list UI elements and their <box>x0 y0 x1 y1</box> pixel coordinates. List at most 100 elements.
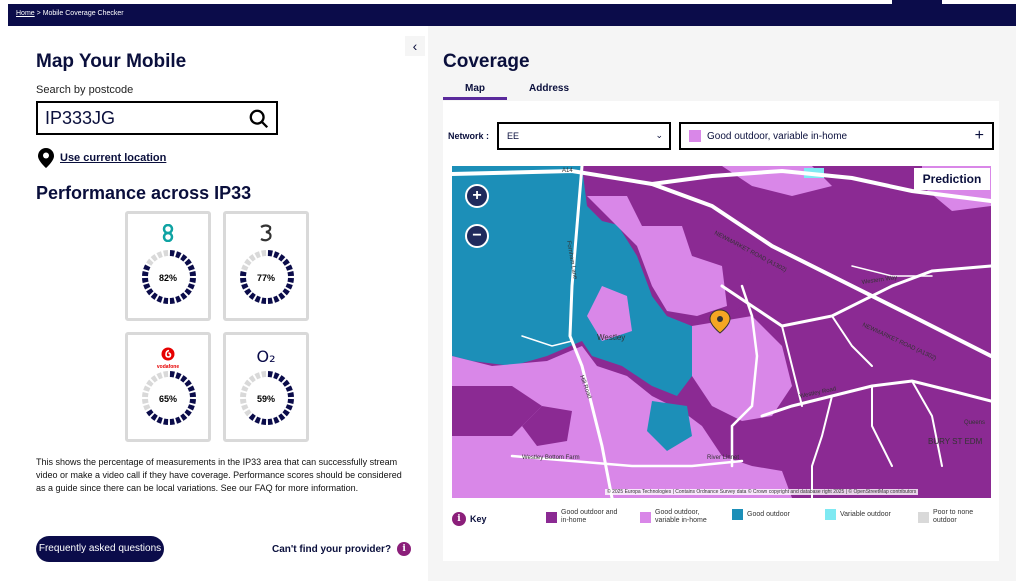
vodafone-ring <box>142 371 196 425</box>
map-attribution: © 2025 Europa Technologies | Contains Or… <box>605 489 919 495</box>
ring-segment <box>248 413 256 421</box>
location-marker-icon <box>709 309 731 334</box>
map-label-western-way: Western Way <box>861 275 897 286</box>
plus-icon[interactable]: + <box>974 127 984 144</box>
ring-segment <box>146 288 154 296</box>
ring-segment <box>241 404 249 411</box>
prediction-label: Prediction <box>914 168 990 190</box>
faq-button[interactable]: Frequently asked questions <box>36 536 164 562</box>
coverage-map[interactable]: Westley NEWMARKET ROAD (A1302) NEWMARKET… <box>452 166 991 498</box>
map-label-bury: BURY ST EDM <box>928 437 983 446</box>
ring-segment <box>184 409 192 417</box>
legend-item-good-in-home: Good outdoor and in-home <box>546 509 621 525</box>
ring-segment <box>267 371 273 378</box>
ring-segment <box>150 413 158 421</box>
page-title: Map Your Mobile <box>36 51 187 72</box>
zoom-out-button[interactable]: − <box>465 224 489 248</box>
ring-segment <box>187 264 195 271</box>
legend-label: Good outdoor, variable in-home <box>655 509 707 524</box>
ring-segment <box>189 392 196 398</box>
ring-segment <box>150 292 158 300</box>
ring-segment <box>184 288 192 296</box>
ring-segment <box>267 297 273 304</box>
ee-percent: 82% <box>158 273 177 283</box>
provider-card-ee: 82% <box>125 211 211 321</box>
ring-segment <box>261 250 267 257</box>
ring-segment <box>248 254 256 262</box>
ring-segment <box>282 258 290 266</box>
ring-segment <box>175 251 182 259</box>
collapse-panel-button[interactable]: ‹ <box>405 36 425 56</box>
info-icon: i <box>397 542 412 556</box>
ring-segment <box>143 404 151 411</box>
ring-segment <box>241 385 249 392</box>
postcode-search-input[interactable]: IP333JG <box>36 101 278 135</box>
ring-segment <box>282 379 290 387</box>
ring-segment <box>285 404 293 411</box>
ring-segment <box>156 416 163 424</box>
three-ring <box>240 250 294 304</box>
map-label-westley-bottom: Westley Bottom Farm <box>522 455 580 461</box>
ring-segment <box>273 372 280 380</box>
ring-segment <box>180 413 188 421</box>
legend-item-good-outdoor: Good outdoor <box>732 509 807 520</box>
ring-segment <box>156 251 163 259</box>
ring-segment <box>287 398 294 404</box>
ring-segment <box>175 372 182 380</box>
legend-swatch <box>689 130 701 142</box>
ring-segment <box>273 416 280 424</box>
ring-segment <box>254 416 261 424</box>
ring-segment <box>189 277 196 283</box>
legend-key[interactable]: i Key <box>452 512 487 526</box>
network-value: EE <box>507 131 520 141</box>
breadcrumb: Home > Mobile Coverage Checker <box>16 10 124 17</box>
ring-segment <box>240 277 247 283</box>
provider-card-o2: O₂ 59% <box>223 332 309 442</box>
header-tab-dark <box>892 0 942 4</box>
use-location-label: Use current location <box>60 152 167 164</box>
header-tab-light <box>942 0 1024 4</box>
ring-segment <box>163 418 169 425</box>
ring-segment <box>175 416 182 424</box>
breadcrumb-separator: > <box>36 10 41 17</box>
network-select[interactable]: EE ⌄ <box>497 122 671 150</box>
postcode-value: IP333JG <box>45 107 116 128</box>
coverage-tabs: Map Address <box>443 80 591 100</box>
map-label-river-linnet: River Linnet <box>707 455 739 461</box>
vodafone-wordmark: vodafone <box>156 364 180 370</box>
ring-segment <box>142 271 149 277</box>
provider-card-three: 77% <box>223 211 309 321</box>
ring-segment <box>169 250 175 257</box>
cant-find-provider-link[interactable]: Can't find your provider? i <box>272 542 412 556</box>
ring-segment <box>240 392 247 398</box>
ring-segment <box>278 413 286 421</box>
tab-address[interactable]: Address <box>529 83 570 94</box>
legend-item-variable-outdoor: Variable outdoor <box>825 509 904 520</box>
info-icon: i <box>452 512 466 526</box>
ring-segment <box>254 251 261 259</box>
use-location-link[interactable]: Use current location <box>38 148 166 168</box>
zoom-in-button[interactable]: + <box>465 184 489 208</box>
vodafone-percent: 65% <box>158 394 177 404</box>
coverage-type-select[interactable]: Good outdoor, variable in-home + <box>679 122 994 150</box>
legend-label: Variable outdoor <box>840 510 891 518</box>
ring-segment <box>184 379 192 387</box>
ring-segment <box>287 271 294 277</box>
ring-segment <box>187 385 195 392</box>
cant-find-label: Can't find your provider? <box>272 543 392 555</box>
breadcrumb-home-link[interactable]: Home <box>16 10 35 17</box>
ring-segment <box>240 398 247 404</box>
search-icon[interactable] <box>248 108 270 130</box>
ring-segment <box>163 297 169 304</box>
ring-segment <box>146 409 154 417</box>
ring-segment <box>180 254 188 262</box>
ring-segment <box>273 251 280 259</box>
ring-segment <box>285 264 293 271</box>
tab-map[interactable]: Map <box>443 80 507 100</box>
ring-segment <box>146 258 154 266</box>
ring-segment <box>278 375 286 383</box>
three-logo-icon <box>226 224 306 245</box>
minus-icon: − <box>472 227 482 244</box>
ring-segment <box>261 371 267 378</box>
network-label: Network : <box>448 131 490 141</box>
